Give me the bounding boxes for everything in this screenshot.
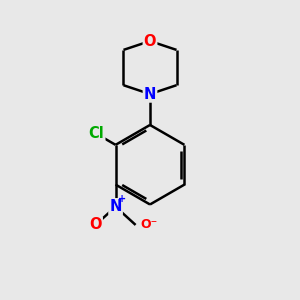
Text: +: + (118, 194, 126, 204)
Text: N: N (144, 87, 156, 102)
Text: N: N (110, 199, 122, 214)
Text: Cl: Cl (88, 126, 104, 141)
Text: O: O (144, 34, 156, 49)
Text: O⁻: O⁻ (140, 218, 157, 231)
Text: O: O (89, 218, 102, 232)
